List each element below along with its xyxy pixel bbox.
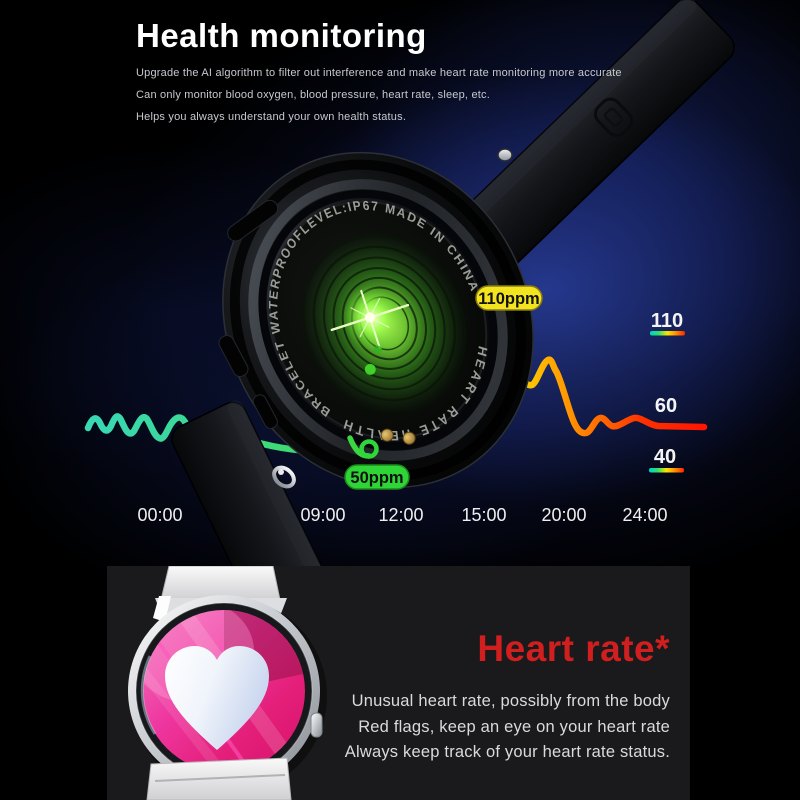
watch-crown bbox=[310, 712, 323, 738]
charging-pin bbox=[402, 431, 416, 445]
svg-text:110ppm: 110ppm bbox=[478, 290, 539, 308]
hero-section: BRACELET WATERPROOFLEVEL:IP67 MADE IN CH… bbox=[0, 0, 800, 570]
subtitle-line-1: Upgrade the AI algorithm to filter out i… bbox=[136, 66, 622, 79]
charging-pin bbox=[380, 428, 394, 442]
x-axis-label: 24:00 bbox=[622, 505, 667, 525]
heart-icon bbox=[165, 646, 269, 750]
subtitle-line-3: Helps you always understand your own hea… bbox=[136, 110, 407, 123]
wave-dip-marker bbox=[359, 439, 379, 459]
screen-streak bbox=[143, 657, 246, 772]
hero-illustration: BRACELET WATERPROOFLEVEL:IP67 MADE IN CH… bbox=[84, 0, 735, 570]
badge-50ppm: 50ppm bbox=[344, 464, 410, 490]
watch-front-illustration bbox=[128, 566, 327, 800]
x-axis-label: 12:00 bbox=[378, 505, 423, 525]
x-axis-label: 15:00 bbox=[461, 505, 506, 525]
description-line-3: Always keep track of your heart rate sta… bbox=[344, 743, 670, 761]
case-cutout-left1 bbox=[218, 335, 249, 378]
sensor-led bbox=[373, 345, 382, 354]
x-axis-label: 09:00 bbox=[300, 505, 345, 525]
strap-buckle bbox=[272, 465, 296, 489]
description-line-2: Red flags, keep an eye on your heart rat… bbox=[358, 717, 670, 736]
badge-110ppm: 110ppm bbox=[475, 285, 543, 311]
y-axis-label-60: 60 bbox=[655, 395, 677, 417]
sensor-led bbox=[364, 363, 376, 375]
case-steel-ring bbox=[248, 179, 508, 461]
x-axis-label: 20:00 bbox=[541, 505, 586, 525]
watch-case: BRACELET WATERPROOFLEVEL:IP67 MADE IN CH… bbox=[218, 151, 534, 489]
watch-strap-upper bbox=[439, 0, 735, 286]
sensor-sparkle bbox=[330, 289, 410, 349]
x-axis-label: 00:00 bbox=[137, 505, 182, 525]
strap-emboss-icon bbox=[593, 97, 634, 138]
description-line-1: Unusual heart rate, possibly from the bo… bbox=[351, 692, 670, 710]
tick-gradient-bar bbox=[650, 331, 685, 336]
case-cutout-top bbox=[227, 199, 279, 242]
y-axis-label-40: 40 bbox=[654, 446, 676, 468]
y-axis-label-110: 110 bbox=[651, 310, 683, 332]
subtitle-line-2: Can only monitor blood oxygen, blood pre… bbox=[136, 88, 490, 101]
info-card: Heart rate* Unusual heart rate, possibly… bbox=[107, 566, 690, 800]
svg-text:50ppm: 50ppm bbox=[350, 469, 403, 487]
page-title: Health monitoring bbox=[136, 17, 427, 54]
watch-band-bottom bbox=[146, 757, 292, 800]
strap-screw bbox=[497, 148, 513, 162]
tick-gradient-bar bbox=[649, 468, 684, 473]
case-cutout-left2 bbox=[252, 394, 278, 429]
section-title-heart-rate: Heart rate* bbox=[477, 628, 670, 669]
